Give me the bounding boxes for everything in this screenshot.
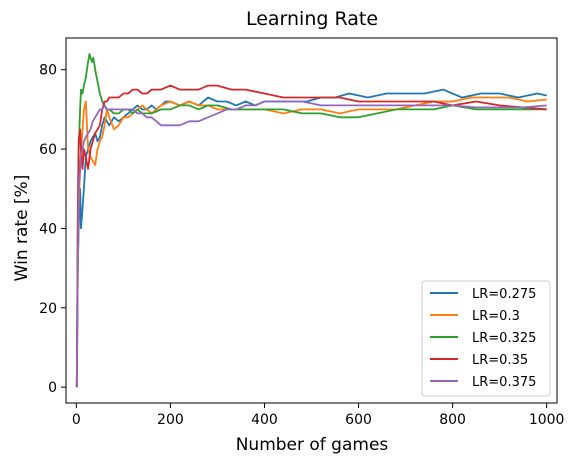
series-line-lr-0-325 — [75, 53, 547, 388]
legend-entry-label: LR=0.325 — [472, 331, 536, 346]
x-axis-ticks: 0 200 400 600 800 1000 — [72, 403, 565, 428]
legend-entry-label: LR=0.35 — [472, 353, 528, 368]
y-tick-label: 20 — [39, 301, 57, 317]
x-tick-label: 200 — [157, 412, 184, 428]
legend-entry-label: LR=0.3 — [472, 309, 520, 324]
x-axis-label: Number of games — [236, 435, 389, 455]
chart-title: Learning Rate — [246, 8, 378, 30]
x-tick-label: 400 — [251, 412, 278, 428]
y-tick-label: 0 — [48, 380, 57, 396]
y-tick-label: 80 — [39, 63, 57, 79]
legend-entry-label: LR=0.375 — [472, 375, 536, 390]
series-line-lr-0-375 — [75, 100, 547, 388]
plot-series — [75, 53, 547, 388]
legend: LR=0.275 LR=0.3 LR=0.325 LR=0.35 LR=0.375 — [421, 280, 551, 397]
plot-frame — [65, 37, 558, 404]
x-tick-label: 1000 — [529, 412, 565, 428]
x-tick-label: 800 — [439, 412, 466, 428]
y-tick-label: 40 — [39, 221, 57, 237]
x-tick-label: 600 — [345, 412, 372, 428]
x-tick-label: 0 — [72, 412, 81, 428]
y-tick-label: 60 — [39, 142, 57, 158]
y-axis-ticks: 0 20 40 60 80 — [39, 63, 66, 396]
series-line-lr-0-35 — [75, 84, 547, 388]
y-axis-label: Win rate [%] — [12, 175, 32, 282]
legend-entry-label: LR=0.275 — [472, 287, 536, 302]
legend-box — [421, 280, 551, 397]
